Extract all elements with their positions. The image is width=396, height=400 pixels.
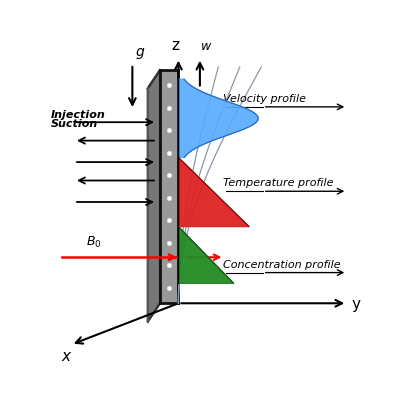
Polygon shape [178, 158, 249, 226]
Text: y: y [352, 297, 361, 312]
Text: w: w [202, 40, 212, 53]
Text: Temperature profile: Temperature profile [223, 178, 333, 188]
Polygon shape [178, 79, 258, 158]
Text: Injection: Injection [51, 110, 106, 120]
Text: z: z [171, 38, 179, 53]
Text: g: g [135, 45, 144, 59]
Text: Concentration profile: Concentration profile [223, 260, 341, 270]
Bar [160, 70, 179, 303]
Text: Velocity profile: Velocity profile [223, 94, 306, 104]
Polygon shape [148, 70, 160, 322]
Text: $B_0$: $B_0$ [86, 234, 102, 250]
Polygon shape [178, 226, 234, 283]
Text: Suction: Suction [51, 119, 98, 129]
Text: x: x [62, 349, 71, 364]
